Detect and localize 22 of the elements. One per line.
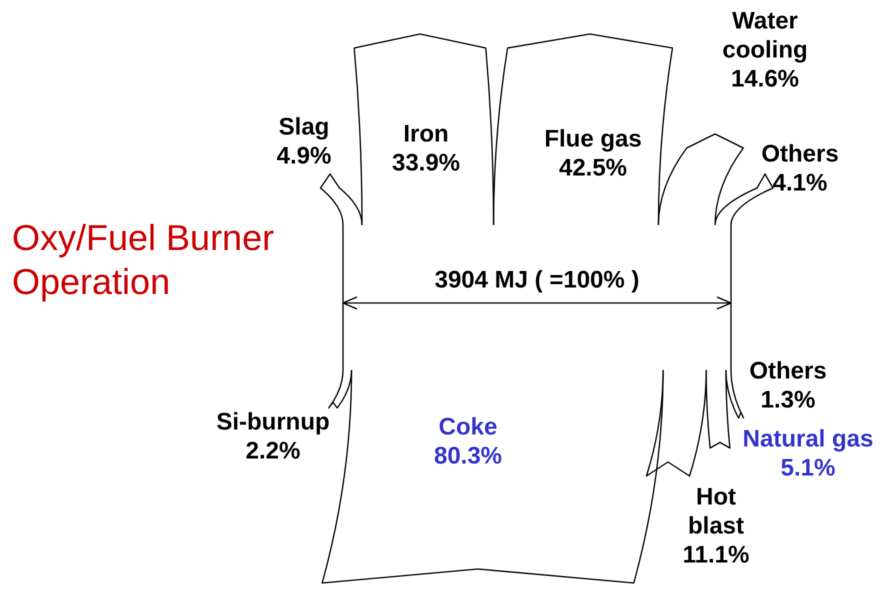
text: Oxy/Fuel Burner Operation: [12, 216, 276, 304]
text: 3904 MJ ( =100% ): [434, 266, 640, 294]
data-label: 14.6%: [730, 66, 800, 93]
data-label: 42.5%: [558, 154, 628, 182]
data-label: 5.1%: [780, 454, 836, 482]
data-label: 11.1%: [682, 542, 750, 569]
category-label: Others: [761, 140, 839, 168]
data-label: 33.9%: [392, 150, 460, 177]
category-label: Natural gas: [742, 426, 874, 453]
category-label: Water cooling: [722, 8, 808, 64]
category-label: Others: [749, 358, 827, 385]
category-label: Si-burnup: [216, 408, 330, 436]
data-label: 80.3%: [434, 442, 502, 470]
category-label: Coke: [438, 414, 498, 441]
category-label: Iron: [403, 120, 449, 148]
data-label: 1.3%: [760, 386, 816, 414]
data-label: 4.1%: [772, 170, 828, 197]
data-label: 2.2%: [246, 438, 300, 465]
category-label: Slag: [278, 114, 330, 141]
data-label: 4.9%: [276, 142, 332, 170]
category-label: Hot blast: [688, 484, 744, 540]
category-label: Flue gas: [544, 126, 642, 153]
